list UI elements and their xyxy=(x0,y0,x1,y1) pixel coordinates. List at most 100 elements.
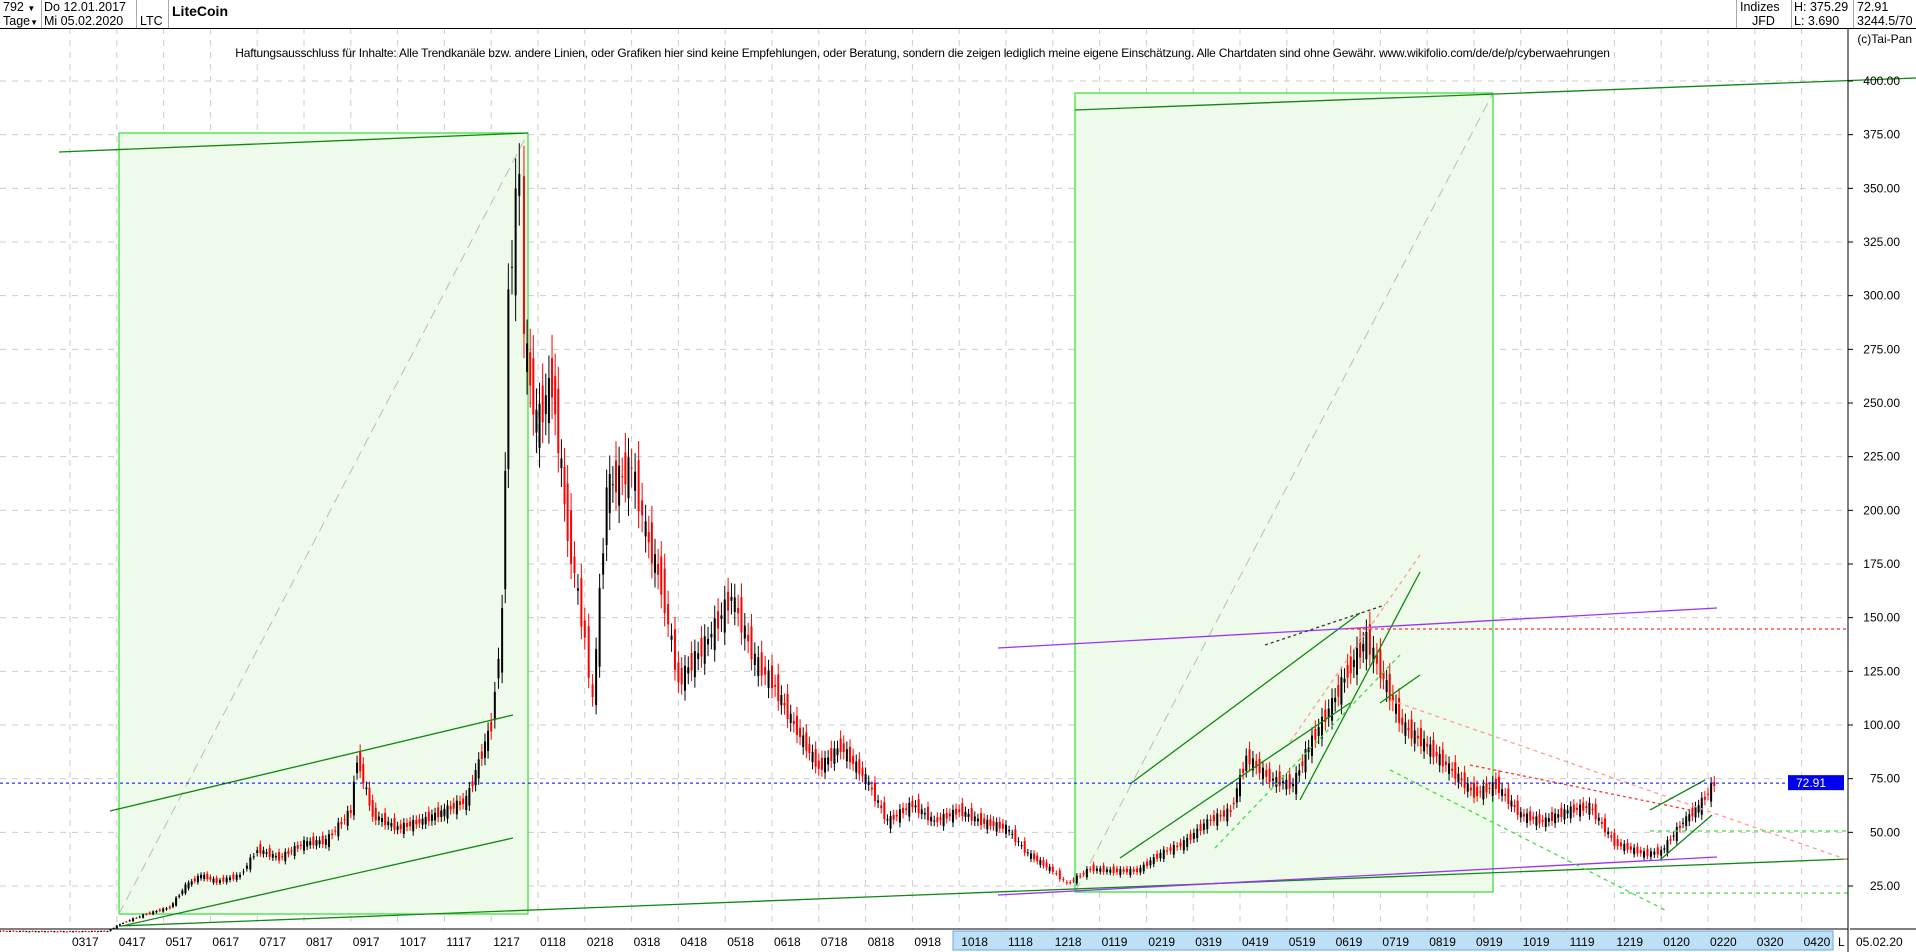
candle-body xyxy=(547,377,550,424)
candle-body xyxy=(1666,840,1669,854)
candle-body xyxy=(56,931,59,933)
candle-body xyxy=(1275,776,1278,787)
candle-body xyxy=(1062,879,1065,881)
candle-body xyxy=(693,651,696,678)
x-tick-label: 0718 xyxy=(821,935,848,949)
candle-body xyxy=(128,920,131,922)
x-tick-label: 0319 xyxy=(1195,935,1222,949)
candle-body xyxy=(1710,783,1713,802)
candle-body xyxy=(69,931,71,933)
candle-body xyxy=(529,352,532,386)
candle-body xyxy=(902,807,905,814)
candle-body xyxy=(145,913,148,915)
candle-body xyxy=(1271,778,1274,781)
candle-body xyxy=(1261,767,1264,780)
candle-body xyxy=(1432,740,1435,758)
candle-body xyxy=(232,874,235,879)
axis-mode-label[interactable]: L xyxy=(1838,935,1845,949)
candle-body xyxy=(1413,730,1416,744)
candle-body xyxy=(490,721,493,732)
candle-body xyxy=(1594,803,1597,820)
candle-body xyxy=(1189,833,1192,840)
green-dotted-down xyxy=(1389,769,1666,911)
candle-body xyxy=(1707,793,1709,795)
candle-body xyxy=(142,914,145,918)
candle-body xyxy=(215,877,218,883)
candle-body xyxy=(252,856,255,858)
candle-body xyxy=(437,807,440,818)
candle-body xyxy=(2,930,5,932)
candle-body xyxy=(1649,851,1652,857)
date-from[interactable]: Do 12.01.2017 xyxy=(44,0,127,14)
candle-body xyxy=(249,857,252,870)
candle-body xyxy=(1301,761,1304,767)
candle-body xyxy=(723,599,726,633)
candle-body xyxy=(700,638,703,657)
x-tick-label: 1217 xyxy=(493,935,520,949)
candle-body xyxy=(390,823,393,827)
candle-body xyxy=(792,720,795,724)
candle-body xyxy=(615,460,617,493)
candle-body xyxy=(1382,671,1385,679)
candle-body xyxy=(340,821,343,825)
candle-body xyxy=(1460,778,1463,781)
candle-body xyxy=(1199,824,1202,832)
candle-body xyxy=(1435,752,1438,756)
y-tick-label: 100.00 xyxy=(1863,718,1900,732)
candle-body xyxy=(580,578,583,627)
x-tick-label: 0420 xyxy=(1804,935,1831,949)
candle-body xyxy=(753,653,756,666)
candle-body xyxy=(905,808,908,810)
candle-body xyxy=(53,931,56,933)
candle-body xyxy=(1713,782,1716,786)
x-tick-label: 0817 xyxy=(306,935,333,949)
candle-body xyxy=(654,554,656,573)
candle-body xyxy=(880,805,883,809)
candle-body xyxy=(334,830,337,832)
candle-body xyxy=(274,856,277,858)
candle-body xyxy=(75,931,78,933)
candle-body xyxy=(84,930,87,932)
candle-body xyxy=(421,818,424,825)
candle-body xyxy=(1448,763,1451,774)
x-tick-label: 1119 xyxy=(1570,935,1595,949)
candle-body xyxy=(1039,860,1042,865)
candle-body xyxy=(1109,869,1112,873)
time-axis[interactable]: 0317 0417 0517 0617 0717 0817 0917 1017 1117 1217… xyxy=(72,935,1831,949)
candle-body xyxy=(1045,862,1048,868)
trendline-bottom-long xyxy=(118,858,1849,927)
candle-body xyxy=(1285,779,1288,790)
box-diagonal xyxy=(1074,92,1494,893)
candle-body xyxy=(229,877,232,880)
candle-body xyxy=(630,467,633,469)
candle-body xyxy=(873,782,876,802)
candle-body xyxy=(1669,839,1672,841)
candle-body xyxy=(923,812,926,815)
candle-body xyxy=(1368,624,1371,655)
count-select[interactable]: 792 ▼ xyxy=(3,1,35,15)
candle-body xyxy=(867,781,870,785)
candle-body xyxy=(1554,813,1557,824)
axis-end-date: 05.02.20 xyxy=(1856,935,1903,949)
candle-body xyxy=(989,819,992,826)
candle-body xyxy=(271,853,274,858)
candle-body xyxy=(1607,831,1610,834)
candle-body xyxy=(820,757,823,770)
candle-body xyxy=(683,665,686,691)
candle-body xyxy=(1401,717,1404,725)
candle-body xyxy=(1473,782,1475,798)
candle-body xyxy=(1529,811,1532,821)
candle-body xyxy=(1457,773,1460,783)
candle-body xyxy=(764,666,767,675)
candle-body xyxy=(1423,738,1426,752)
x-tick-label: 1118 xyxy=(1008,935,1033,949)
candle-body xyxy=(402,822,405,834)
date-to[interactable]: Mi 05.02.2020 xyxy=(44,14,124,28)
candle-body xyxy=(259,844,262,854)
period-select[interactable]: Tage▼ xyxy=(3,15,38,29)
candle-body xyxy=(81,931,84,933)
candle-body xyxy=(1482,785,1485,800)
candle-body xyxy=(647,532,650,543)
price-axis: 25.00 50.00 75.00 100.00 125.00 150.00 175.00 2… xyxy=(1848,74,1900,893)
